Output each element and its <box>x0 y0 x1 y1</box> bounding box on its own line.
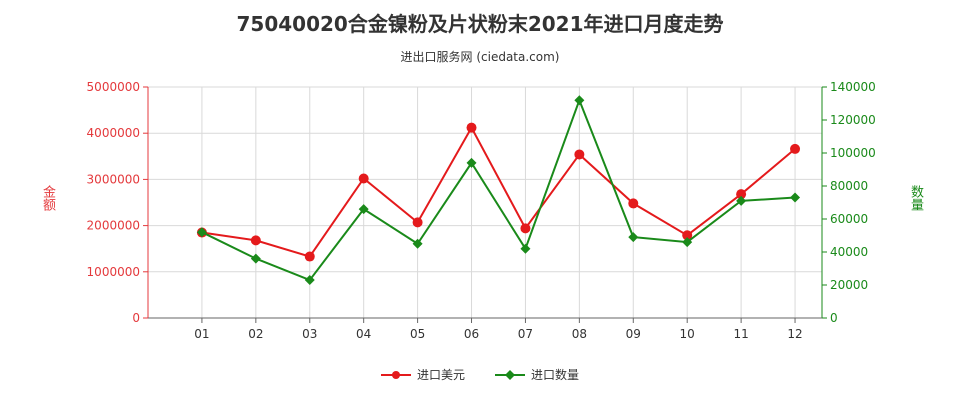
x-tick-label: 09 <box>626 327 641 341</box>
x-tick-label: 04 <box>356 327 371 341</box>
data-point-quantity <box>790 192 801 203</box>
data-point-quantity <box>682 237 693 248</box>
data-point-quantity <box>358 204 369 215</box>
data-point-quantity <box>304 275 315 286</box>
y-right-tick-label: 20000 <box>830 278 868 292</box>
data-point-usd <box>304 251 315 262</box>
data-point-quantity <box>520 243 531 254</box>
series-line-1 <box>201 97 796 282</box>
x-tick-label: 11 <box>733 327 748 341</box>
data-point-quantity <box>628 232 639 243</box>
legend-item-usd[interactable]: 进口美元 <box>380 366 465 383</box>
data-point-usd <box>520 223 531 234</box>
data-point-usd <box>250 235 261 246</box>
data-point-usd <box>682 230 693 241</box>
y-left-tick-label: 4000000 <box>87 126 140 140</box>
data-point-quantity <box>196 227 207 238</box>
y-axis-left-label: 金额 <box>40 185 55 211</box>
x-tick-label: 10 <box>680 327 695 341</box>
chart-subtitle: 进出口服务网 (ciedata.com) <box>400 50 560 64</box>
data-point-usd <box>790 143 801 154</box>
data-point-usd <box>466 122 477 133</box>
x-tick-label: 05 <box>410 327 425 341</box>
data-point-usd <box>412 217 423 228</box>
data-point-quantity <box>412 238 423 249</box>
x-tick-label: 01 <box>194 327 209 341</box>
y-left-tick-label: 5000000 <box>87 80 140 94</box>
y-right-tick-label: 60000 <box>830 212 868 226</box>
data-point-quantity <box>466 157 477 168</box>
data-point-usd <box>358 173 369 184</box>
legend-marker-usd <box>380 370 411 379</box>
legend-label-usd: 进口美元 <box>416 368 465 382</box>
data-point-quantity <box>736 195 747 206</box>
y-right-tick-label: 120000 <box>830 113 876 127</box>
y-right-tick-label: 0 <box>830 311 838 325</box>
legend: 进口美元 进口数量 <box>0 366 960 383</box>
y-left-tick-label: 0 <box>132 311 140 325</box>
y-axis-right-label: 数量 <box>908 185 923 211</box>
x-tick-label: 07 <box>518 327 533 341</box>
series-line-0 <box>201 125 796 258</box>
data-point-quantity <box>250 253 261 264</box>
x-tick-label: 12 <box>787 327 802 341</box>
x-tick-label: 08 <box>572 327 587 341</box>
y-left-tick-label: 1000000 <box>87 265 140 279</box>
x-tick-label: 02 <box>248 327 263 341</box>
x-tick-label: 06 <box>464 327 479 341</box>
data-point-quantity <box>574 95 585 106</box>
y-left-tick-label: 3000000 <box>87 172 140 186</box>
y-right-tick-label: 80000 <box>830 179 868 193</box>
data-point-usd <box>736 189 747 200</box>
data-point-usd <box>628 198 639 209</box>
x-tick-label: 03 <box>302 327 317 341</box>
y-right-tick-label: 140000 <box>830 80 876 94</box>
y-left-tick-label: 2000000 <box>87 219 140 233</box>
data-point-usd <box>574 149 585 160</box>
chart-title: 75040020合金镍粉及片状粉末2021年进口月度走势 <box>236 12 724 36</box>
y-right-tick-label: 40000 <box>830 245 868 259</box>
legend-marker-quantity <box>495 369 525 380</box>
legend-label-quantity: 进口数量 <box>531 368 580 382</box>
y-right-tick-label: 100000 <box>830 146 876 160</box>
legend-item-quantity[interactable]: 进口数量 <box>495 366 579 383</box>
